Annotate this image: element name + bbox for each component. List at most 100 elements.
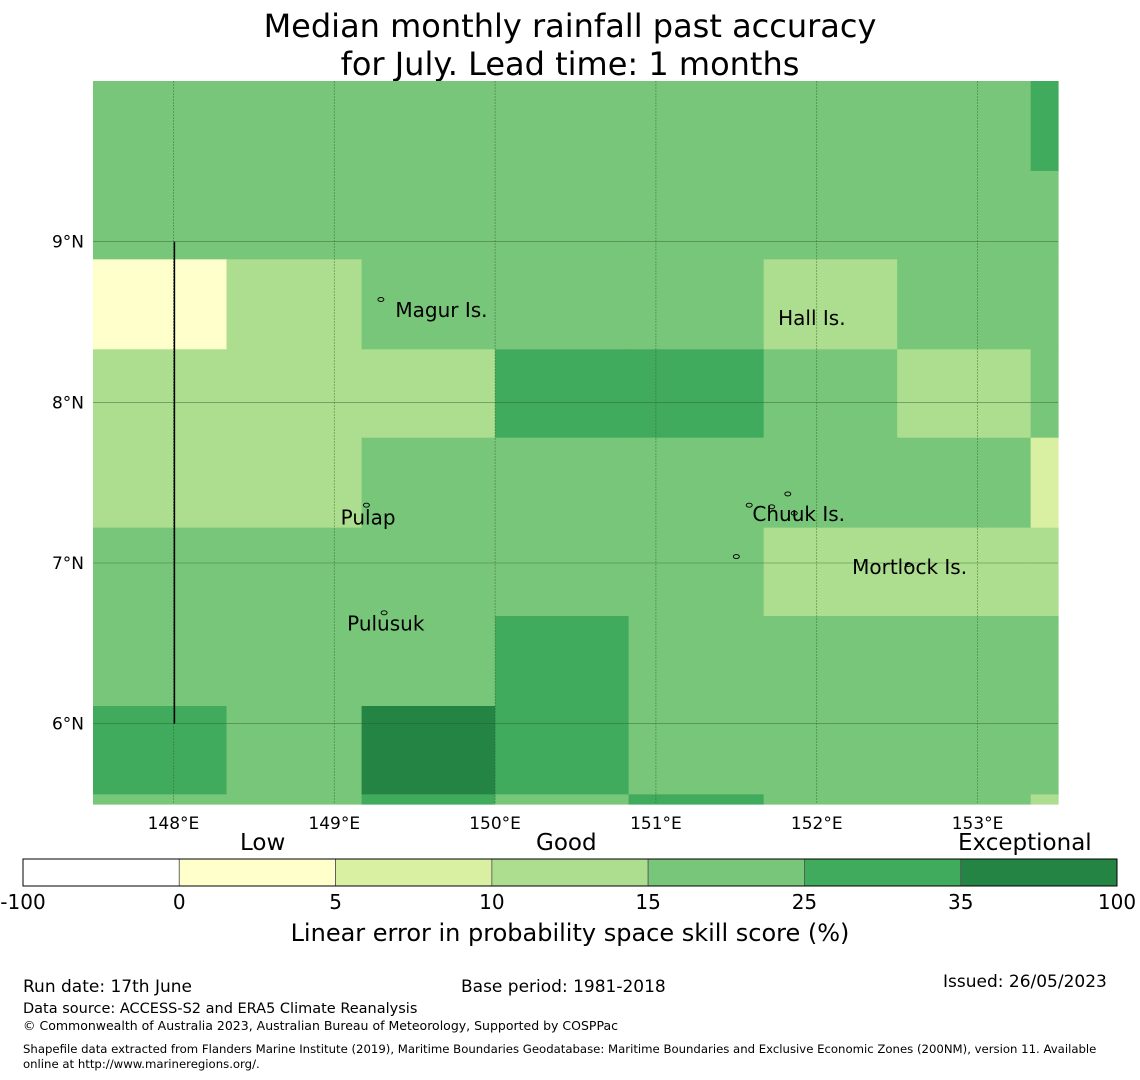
issued-date: Issued: 26/05/2023 <box>943 972 1107 992</box>
longitude-tick-label: 153°E <box>952 814 1004 834</box>
grid-cell <box>897 81 1032 172</box>
longitude-tick-label: 151°E <box>630 814 682 834</box>
category-exceptional: Exceptional <box>958 830 1092 856</box>
colorbar-swatch <box>647 858 805 887</box>
island-outline <box>380 610 388 616</box>
grid-cell <box>628 794 765 805</box>
colorbar-tick-label: 5 <box>329 890 342 914</box>
latitude-tick-label: 9°N <box>52 233 84 253</box>
grid-cell <box>361 349 496 439</box>
grid-cell <box>1030 437 1059 529</box>
grid-cell <box>763 81 898 172</box>
run-date: Run date: 17th June <box>23 977 192 997</box>
grid-cell <box>763 794 898 805</box>
grid-cell <box>226 349 363 439</box>
grid-cell <box>897 259 1032 350</box>
grid-cell <box>93 705 228 795</box>
grid-cell <box>226 616 363 707</box>
grid-cell <box>1030 81 1059 172</box>
longitude-tick-label: 148°E <box>148 814 200 834</box>
grid-cell <box>1030 259 1059 350</box>
grid-cell <box>1030 616 1059 707</box>
grid-cell <box>495 437 630 529</box>
grid-cell <box>628 705 765 795</box>
grid-cell <box>495 705 630 795</box>
grid-cell <box>1030 527 1059 617</box>
grid-cell <box>897 349 1032 439</box>
island-outline <box>790 510 798 516</box>
colorbar-swatch <box>804 858 962 887</box>
grid-cell <box>93 259 228 350</box>
longitude-tick-label: 149°E <box>308 814 360 834</box>
grid-cell <box>897 527 1032 617</box>
grid-cell <box>1030 705 1059 795</box>
colorbar-frame <box>22 858 1118 887</box>
grid-cell <box>93 527 228 617</box>
island-label: Chuuk Is. <box>752 502 845 526</box>
grid-cell <box>628 259 765 350</box>
grid-cell <box>628 437 765 529</box>
grid-cell <box>897 794 1032 805</box>
grid-cell <box>763 170 898 260</box>
grid-cell <box>226 259 363 350</box>
grid-cell <box>93 437 228 529</box>
grid-cell <box>226 437 363 529</box>
latitude-tick-label: 7°N <box>52 554 84 574</box>
island-label: Hall Is. <box>778 306 845 330</box>
grid-cell <box>1030 794 1059 805</box>
grid-cell <box>628 81 765 172</box>
island-outline <box>768 504 776 510</box>
base-period: Base period: 1981-2018 <box>461 977 666 997</box>
colorbar-tick-label: 0 <box>173 890 186 914</box>
grid-cell <box>93 170 228 260</box>
colorbar-tick-label: 25 <box>792 890 817 914</box>
grid-cell <box>628 170 765 260</box>
colorbar-swatch <box>178 858 336 887</box>
island-outline <box>904 562 912 568</box>
grid-cell <box>495 170 630 260</box>
grid-cell <box>628 616 765 707</box>
category-low: Low <box>240 830 286 856</box>
grid-cell <box>361 705 496 795</box>
island-label: Pulusuk <box>347 611 425 635</box>
grid-cell <box>93 81 228 172</box>
grid-cell <box>495 81 630 172</box>
island-label: Magur Is. <box>395 298 487 322</box>
latitude-tick-label: 6°N <box>52 715 84 735</box>
data-source: Data source: ACCESS-S2 and ERA5 Climate … <box>23 1001 418 1017</box>
island-outline <box>362 502 370 508</box>
grid-cell <box>763 705 898 795</box>
grid-cell <box>93 349 228 439</box>
colorbar-label: Linear error in probability space skill … <box>291 919 850 947</box>
grid-cell <box>897 705 1032 795</box>
colorbar-swatch <box>22 858 180 887</box>
grid-cell <box>897 170 1032 260</box>
grid-cell <box>361 170 496 260</box>
latitude-tick-label: 8°N <box>52 393 84 413</box>
island-outline <box>784 491 792 497</box>
grid-cell <box>93 794 228 805</box>
grid-cell <box>93 616 228 707</box>
grid-cell <box>763 527 898 617</box>
grid-cell <box>1030 170 1059 260</box>
island-outline <box>745 502 753 508</box>
grid-cell <box>1030 349 1059 439</box>
copyright: © Commonwealth of Australia 2023, Austra… <box>23 1018 618 1033</box>
colorbar-swatch <box>491 858 649 887</box>
grid-cell <box>495 616 630 707</box>
island-outline <box>377 297 385 302</box>
grid-cell <box>495 794 630 805</box>
grid-cell <box>763 437 898 529</box>
map-title-line-1: Median monthly rainfall past accuracy <box>263 7 877 45</box>
grid-cell <box>763 616 898 707</box>
shapefile-credit-line-2: online at http://www.marineregions.org/. <box>23 1057 260 1071</box>
shapefile-credit-line-1: Shapefile data extracted from Flanders M… <box>23 1042 1097 1056</box>
grid-cell <box>495 259 630 350</box>
colorbar-swatch <box>960 858 1118 887</box>
grid-cell <box>628 527 765 617</box>
grid-cell <box>763 349 898 439</box>
grid-cell <box>226 170 363 260</box>
colorbar-tick-label: 15 <box>635 890 660 914</box>
longitude-tick-label: 150°E <box>469 814 521 834</box>
island-label: Pulap <box>341 505 396 529</box>
